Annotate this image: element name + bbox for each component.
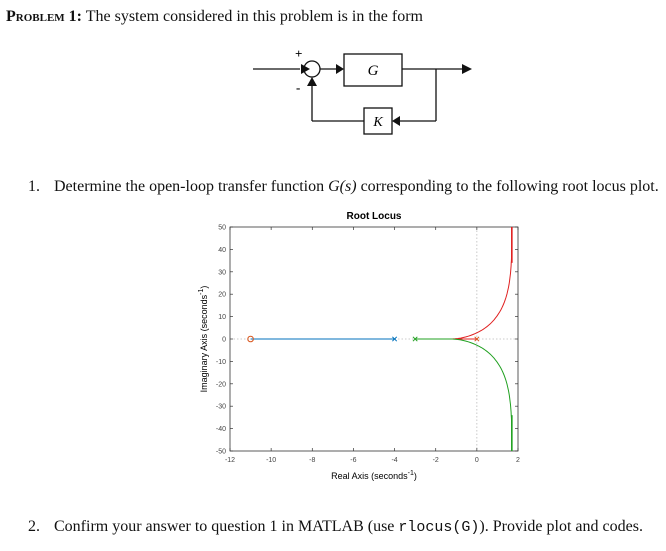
- y-tick-label: -20: [216, 381, 226, 388]
- x-tick-label: -2: [433, 457, 439, 464]
- question-1-func: G(s): [328, 178, 357, 195]
- pole-marker: [474, 336, 480, 342]
- problem-heading: Problem 1: The system considered in this…: [6, 8, 423, 26]
- k-input-arrow-icon: [392, 116, 400, 126]
- y-tick-label: -30: [216, 404, 226, 411]
- y-tick-label: -40: [216, 426, 226, 433]
- y-axis-label-exponent: -1: [198, 289, 205, 295]
- y-tick-label: 10: [218, 314, 226, 321]
- y-axis-label: Imaginary Axis (seconds-1): [198, 286, 209, 393]
- question-2-text-before: Confirm your answer to question 1 in MAT…: [54, 518, 399, 535]
- zero-marker: [247, 335, 254, 343]
- question-1-number: 1.: [28, 178, 40, 195]
- question-2-code: rlocus(G): [398, 519, 480, 536]
- feedback-arrow-icon: [307, 77, 317, 86]
- pole-marker: [412, 336, 418, 342]
- minus-sign: -: [296, 80, 300, 95]
- block-diagram: + - G K: [253, 46, 472, 135]
- x-tick-label: 2: [516, 457, 520, 464]
- x-axis-label-exponent: -1: [408, 470, 414, 477]
- problem-label: Problem 1:: [6, 8, 82, 25]
- x-tick-label: 0: [475, 457, 479, 464]
- g-block-label: G: [368, 63, 379, 79]
- y-tick-label: 40: [218, 247, 226, 254]
- question-1: 1. Determine the open-loop transfer func…: [28, 178, 659, 196]
- g-block: [343, 53, 403, 87]
- x-tick-label: -10: [266, 457, 276, 464]
- question-1-text-after: corresponding to the following root locu…: [356, 178, 659, 195]
- x-tick-label: -8: [309, 457, 315, 464]
- k-block-label: K: [372, 115, 383, 130]
- output-arrow-icon: [462, 64, 472, 74]
- plus-sign: +: [295, 46, 302, 61]
- x-tick-label: -4: [391, 457, 397, 464]
- y-axis-label-text: Imaginary Axis (seconds: [199, 294, 209, 392]
- question-2-text-after: ). Provide plot and codes.: [479, 518, 643, 535]
- g-input-arrow-icon: [336, 64, 344, 74]
- axis-ticks: -12 -10 -8 -6 -4 -2 0 2-50-40-30-20-10010203040…: [216, 225, 520, 465]
- question-1-text-before: Determine the open-loop transfer functio…: [54, 178, 329, 195]
- pole-marker: [392, 336, 398, 342]
- question-2-number: 2.: [28, 518, 40, 535]
- y-tick-label: 0: [222, 337, 226, 344]
- pole-zero-markers: [247, 335, 480, 343]
- x-tick-label: -12: [225, 457, 235, 464]
- y-tick-label: 50: [218, 225, 226, 232]
- chart-title: Root Locus: [347, 211, 402, 222]
- y-tick-label: -50: [216, 449, 226, 456]
- y-tick-label: -10: [216, 359, 226, 366]
- problem-text: The system considered in this problem is…: [85, 8, 423, 25]
- y-tick-label: 30: [218, 269, 226, 276]
- x-tick-label: -6: [350, 457, 356, 464]
- x-axis-label-text: Real Axis (seconds: [331, 471, 408, 481]
- locus-branches: [250, 227, 513, 451]
- y-tick-label: 20: [218, 292, 226, 299]
- input-arrow-icon: [301, 64, 310, 74]
- x-axis-label: Real Axis (seconds-1): [331, 470, 417, 481]
- question-2: 2. Confirm your answer to question 1 in …: [28, 518, 643, 536]
